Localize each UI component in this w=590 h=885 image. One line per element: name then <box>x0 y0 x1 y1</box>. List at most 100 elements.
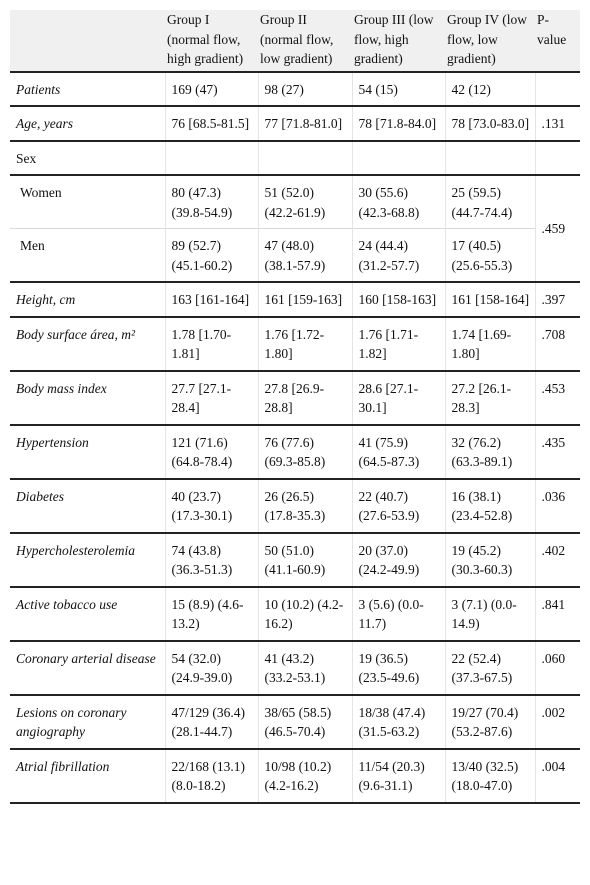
cell: 11/54 (20.3) (9.6-31.1) <box>351 748 445 803</box>
table-row: Diabetes 40 (23.7) (17.3-30.1) 26 (26.5) (… <box>10 478 580 533</box>
row-label: Lesions on coronary angiography <box>16 704 127 740</box>
header-cell <box>10 10 165 73</box>
row-label: Active tobacco use <box>16 596 118 612</box>
cell: 40 (23.7) (17.3-30.1) <box>164 478 258 533</box>
cell: 74 (43.8) (36.3-51.3) <box>164 532 258 587</box>
cell: 163 [161-164] <box>164 282 258 317</box>
header-row: Group I (normal flow, high gradient) Grou… <box>10 10 580 73</box>
cell: 42 (12) <box>444 71 535 106</box>
p-value: .841 <box>534 586 580 641</box>
cell: 16 (38.1) (23.4-52.8) <box>444 478 535 533</box>
cell: 26 (26.5) (17.8-35.3) <box>257 478 352 533</box>
cell <box>257 140 352 175</box>
cell: 27.7 [27.1-28.4] <box>164 370 258 425</box>
row-label: Sex <box>16 150 37 166</box>
cell: 47 (48.0) (38.1-57.9) <box>257 228 352 282</box>
cell: 76 (77.6) (69.3-85.8) <box>257 424 352 479</box>
p-value: .402 <box>534 532 580 587</box>
table-header: Group I (normal flow, high gradient) Grou… <box>10 10 580 73</box>
table-row: Coronary arterial disease 54 (32.0) (24.9… <box>10 640 580 695</box>
column-header: Group II (normal flow, low gradient) <box>258 10 352 73</box>
table-row: Body surface área, m² 1.78 [1.70-1.81] 1.7… <box>10 316 580 371</box>
cell: 54 (15) <box>351 71 445 106</box>
cell: 15 (8.9) (4.6-13.2) <box>164 586 258 641</box>
cell: 19 (45.2) (30.3-60.3) <box>444 532 535 587</box>
cell: 161 [159-163] <box>257 282 352 317</box>
sub-row: Women 80 (47.3) (39.8-54.9) 51 (52.0) (42.… <box>10 175 580 282</box>
cell <box>164 140 258 175</box>
cell: 38/65 (58.5) (46.5-70.4) <box>257 694 352 749</box>
cell: 25 (59.5) (44.7-74.4) <box>444 175 535 229</box>
cell: 22 (40.7) (27.6-53.9) <box>351 478 445 533</box>
p-value: .708 <box>534 316 580 371</box>
table-row: Age, years 76 [68.5-81.5] 77 [71.8-81.0] 78… <box>10 106 580 141</box>
cell: 76 [68.5-81.5] <box>164 106 258 141</box>
table-row: Active tobacco use 15 (8.9) (4.6-13.2) 10 … <box>10 586 580 641</box>
cell: 18/38 (47.4) (31.5-63.2) <box>351 694 445 749</box>
column-header: P-value <box>535 10 580 73</box>
row-label: Age, years <box>16 116 73 131</box>
cell: 20 (37.0) (24.2-49.9) <box>351 532 445 587</box>
cell: 80 (47.3) (39.8-54.9) <box>164 175 258 229</box>
cell: 22 (52.4) (37.3-67.5) <box>444 640 535 695</box>
p-value: .131 <box>534 106 580 141</box>
table-row: Height, cm 163 [161-164] 161 [159-163] 160 … <box>10 282 580 317</box>
cell: 1.74 [1.69-1.80] <box>444 316 535 371</box>
cell: 27.8 [26.9-28.8] <box>257 370 352 425</box>
column-header: Group IV (low flow, low gradient) <box>445 10 535 73</box>
p-value: .060 <box>534 640 580 695</box>
cell <box>534 140 580 175</box>
cell: 19 (36.5) (23.5-49.6) <box>351 640 445 695</box>
row-label: Height, cm <box>16 292 76 307</box>
data-table: Group I (normal flow, high gradient) Grou… <box>10 10 580 804</box>
cell: 1.76 [1.72-1.80] <box>257 316 352 371</box>
cell: 47/129 (36.4) (28.1-44.7) <box>164 694 258 749</box>
cell: 161 [158-164] <box>444 282 535 317</box>
row-label: Coronary arterial disease <box>16 650 156 666</box>
column-header: Group III (low flow, high gradient) <box>352 10 445 73</box>
column-header: Group I (normal flow, high gradient) <box>165 10 258 73</box>
cell: 10/98 (10.2) (4.2-16.2) <box>257 748 352 803</box>
row-label: Men <box>20 238 45 253</box>
cell: 10 (10.2) (4.2-16.2) <box>257 586 352 641</box>
p-value: .002 <box>534 694 580 749</box>
cell: 54 (32.0) (24.9-39.0) <box>164 640 258 695</box>
cell: 98 (27) <box>257 71 352 106</box>
cell: 78 [73.0-83.0] <box>444 106 535 141</box>
row-label: Hypertension <box>16 434 89 450</box>
cell: 50 (51.0) (41.1-60.9) <box>257 532 352 587</box>
p-value: .453 <box>534 370 580 425</box>
table-body: Patients 169 (47) 98 (27) 54 (15) 42 (12) Age… <box>10 71 580 803</box>
row-label: Diabetes <box>16 488 64 504</box>
row-label: Hypercholesterolemia <box>16 542 135 558</box>
cell: 27.2 [26.1-28.3] <box>444 370 535 425</box>
row-label: Women <box>20 185 62 200</box>
cell: 17 (40.5) (25.6-55.3) <box>444 228 535 282</box>
p-value: .459 <box>534 175 580 282</box>
cell: 13/40 (32.5) (18.0-47.0) <box>444 748 535 803</box>
table-row: Hypercholesterolemia 74 (43.8) (36.3-51.3… <box>10 532 580 587</box>
cell: 3 (5.6) (0.0-11.7) <box>351 586 445 641</box>
p-value: .004 <box>534 748 580 803</box>
cell: 22/168 (13.1) (8.0-18.2) <box>164 748 258 803</box>
table-row: Patients 169 (47) 98 (27) 54 (15) 42 (12) <box>10 71 580 106</box>
cell: 24 (44.4) (31.2-57.7) <box>351 228 445 282</box>
cell: 3 (7.1) (0.0-14.9) <box>444 586 535 641</box>
cell: 121 (71.6) (64.8-78.4) <box>164 424 258 479</box>
p-value <box>534 71 580 106</box>
cell <box>351 140 445 175</box>
cell: 41 (43.2) (33.2-53.1) <box>257 640 352 695</box>
cell: 89 (52.7) (45.1-60.2) <box>164 228 258 282</box>
sub-row: Men 89 (52.7) (45.1-60.2) 47 (48.0) (38.1-… <box>10 228 580 282</box>
row-label: Body mass index <box>16 380 107 396</box>
p-value: .397 <box>534 282 580 317</box>
cell: 1.76 [1.71-1.82] <box>351 316 445 371</box>
row-label: Atrial fibrillation <box>16 758 110 774</box>
cell: 78 [71.8-84.0] <box>351 106 445 141</box>
row-label: Body surface área, m² <box>16 326 136 342</box>
table-row: Sex <box>10 140 580 175</box>
cell: 51 (52.0) (42.2-61.9) <box>257 175 352 229</box>
p-value: .435 <box>534 424 580 479</box>
cell: 160 [158-163] <box>351 282 445 317</box>
